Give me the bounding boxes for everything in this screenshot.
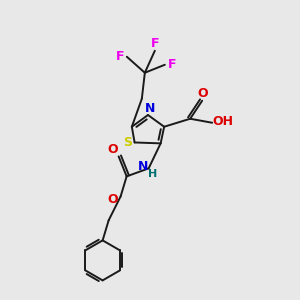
Text: O: O bbox=[107, 143, 118, 156]
Text: OH: OH bbox=[213, 115, 234, 128]
Text: N: N bbox=[145, 103, 155, 116]
Text: O: O bbox=[107, 193, 118, 206]
Text: F: F bbox=[151, 37, 159, 50]
Text: S: S bbox=[123, 136, 132, 149]
Text: O: O bbox=[198, 87, 208, 100]
Text: H: H bbox=[148, 169, 157, 179]
Text: F: F bbox=[116, 50, 124, 63]
Text: F: F bbox=[168, 58, 176, 71]
Text: N: N bbox=[137, 160, 148, 173]
